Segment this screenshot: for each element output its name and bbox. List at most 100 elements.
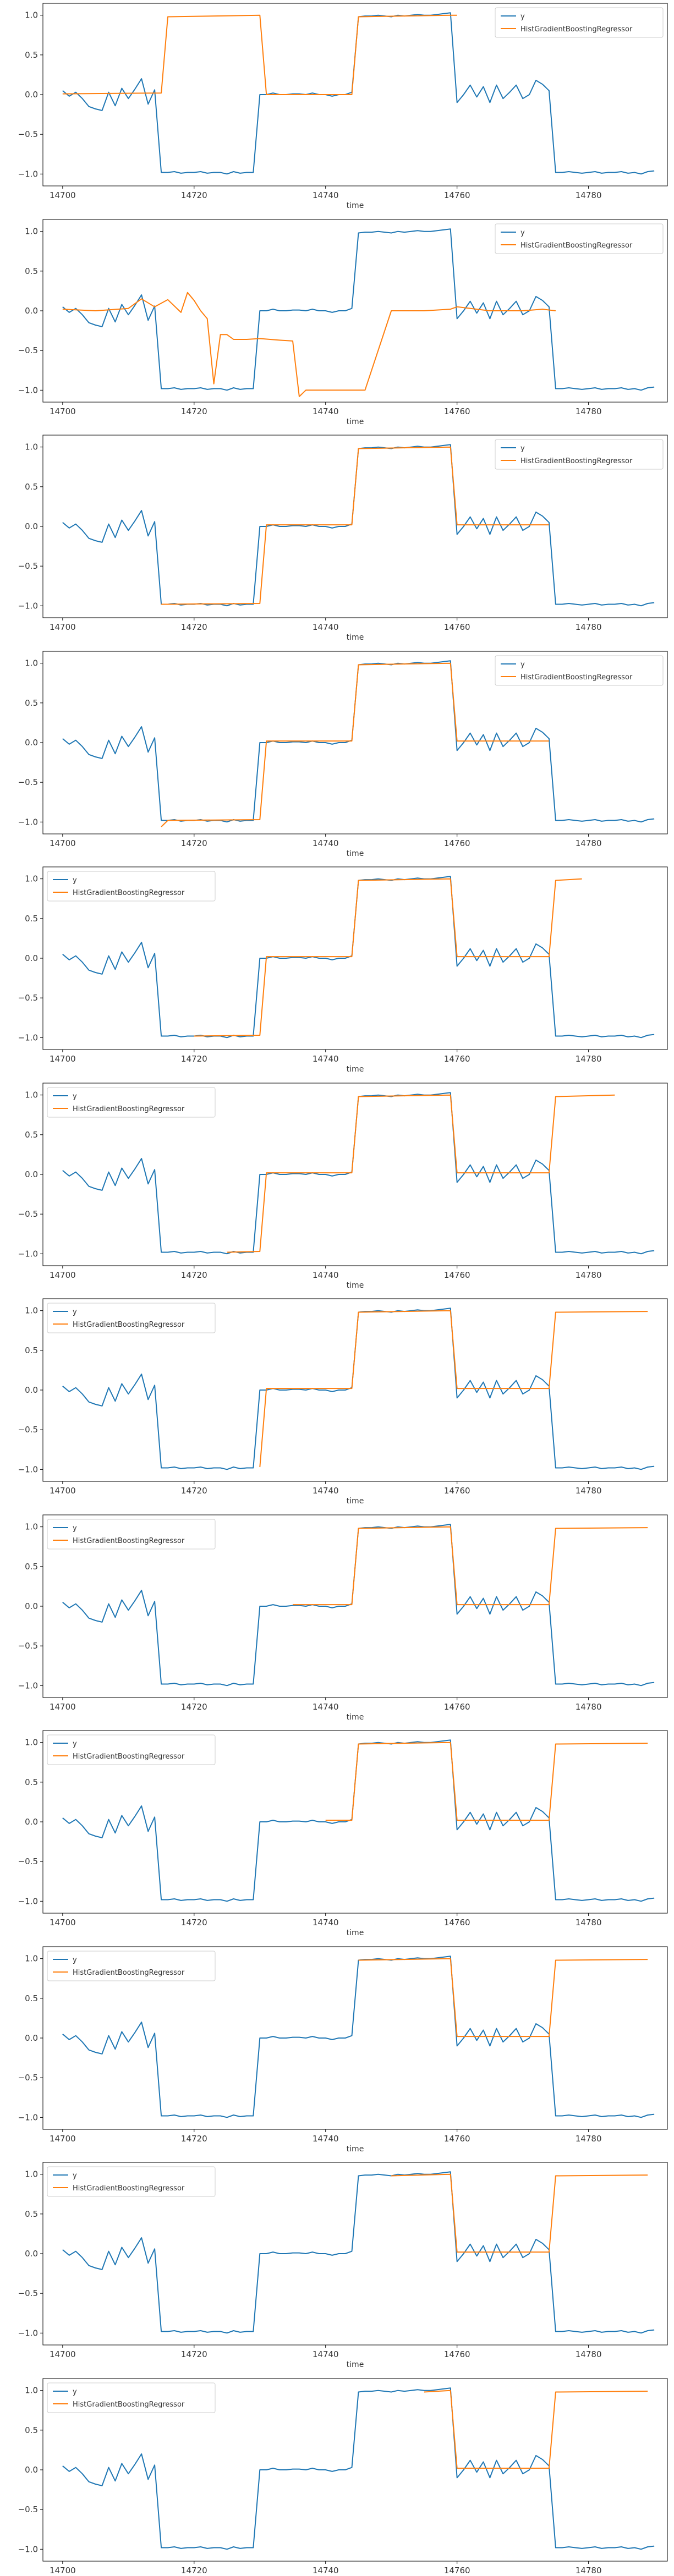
x-axis-label: time [347,1065,364,1074]
x-tick-label: 14740 [313,622,339,632]
y-tick-label: −0.5 [18,345,38,355]
legend-label-prediction: HistGradientBoostingRegressor [520,25,633,34]
series-prediction-line [194,878,582,1037]
legend-box [47,1734,216,1765]
legend-label-prediction: HistGradientBoostingRegressor [73,889,185,897]
y-tick-label: 0.5 [25,1777,38,1787]
legend-box [47,871,216,902]
subplot-10: −1.0 −0.5 0.0 0.5 1.0 14700 14720 14740 14760 147… [18,1946,668,2154]
y-tick-label: −0.5 [18,777,38,787]
y-tick-label: 1.0 [25,1090,38,1100]
legend-label-y: y [73,1308,77,1316]
x-axis-label: time [347,1713,364,1722]
x-tick-label: 14720 [181,1918,207,1927]
legend: y HistGradientBoostingRegressor [47,871,216,902]
x-tick-label: 14780 [576,1054,602,1064]
x-tick-label: 14720 [181,2134,207,2144]
legend: y HistGradientBoostingRegressor [495,7,664,38]
legend-label-prediction: HistGradientBoostingRegressor [73,1753,185,1761]
y-tick-label: 0.0 [25,1169,38,1179]
legend-box [495,655,664,686]
y-tick-label: 0.5 [25,266,38,276]
y-tick-label: −1.0 [18,1896,38,1906]
series-prediction-line [161,446,549,605]
legend: y HistGradientBoostingRegressor [495,223,664,254]
legend-box [495,439,664,470]
y-tick-label: −1.0 [18,817,38,827]
legend: y HistGradientBoostingRegressor [495,655,664,686]
y-tick-label: −0.5 [18,1425,38,1435]
y-tick-label: 1.0 [25,442,38,452]
x-tick-label: 14720 [181,2566,207,2575]
y-tick-label: 0.5 [25,698,38,708]
x-tick-label: 14780 [576,1918,602,1927]
legend: y HistGradientBoostingRegressor [47,1951,216,1981]
x-tick-label: 14780 [576,190,602,200]
legend-label-prediction: HistGradientBoostingRegressor [520,457,633,465]
series-prediction-line [293,1526,648,1606]
legend: y HistGradientBoostingRegressor [47,1303,216,1333]
legend-label-y: y [520,444,525,453]
x-tick-label: 14760 [444,2566,470,2575]
series-prediction-line [391,2173,648,2253]
y-tick-label: 0.0 [25,1817,38,1827]
legend-label-prediction: HistGradientBoostingRegressor [520,241,633,250]
x-axis-label: time [347,201,364,210]
series-prediction-line [424,2390,648,2469]
y-tick-label: 1.0 [25,10,38,20]
y-tick-label: −1.0 [18,2112,38,2122]
subplot-12: −1.0 −0.5 0.0 0.5 1.0 14700 14720 14740 14760 147… [18,2378,668,2575]
series-y-line [62,2387,655,2550]
subplot-4: −1.0 −0.5 0.0 0.5 1.0 14700 14720 14740 14760 147… [18,651,668,858]
y-tick-label: −1.0 [18,2328,38,2338]
x-tick-label: 14720 [181,1702,207,1712]
legend-label-prediction: HistGradientBoostingRegressor [73,2401,185,2409]
legend-box [495,7,664,38]
y-tick-label: 0.0 [25,90,38,100]
x-tick-label: 14740 [313,1054,339,1064]
x-tick-label: 14700 [50,1918,76,1927]
y-tick-label: 0.5 [25,2425,38,2435]
series-prediction-line [358,1958,648,2037]
legend-label-y: y [520,661,525,669]
y-tick-label: −0.5 [18,2073,38,2083]
y-tick-label: 1.0 [25,2169,38,2179]
y-tick-label: −0.5 [18,129,38,139]
legend-box [47,1519,216,1550]
y-tick-label: 0.5 [25,1562,38,1572]
x-tick-label: 14780 [576,2566,602,2575]
y-tick-label: 0.5 [25,914,38,924]
legend-box [47,1303,216,1333]
x-tick-label: 14720 [181,407,207,416]
legend-box [47,1951,216,1981]
y-tick-label: −1.0 [18,1249,38,1259]
x-axis-label: time [347,1281,364,1290]
legend: y HistGradientBoostingRegressor [47,1734,216,1765]
x-tick-label: 14700 [50,1702,76,1712]
y-tick-label: 0.5 [25,1130,38,1140]
legend-label-y: y [73,2388,77,2396]
x-tick-label: 14740 [313,1486,339,1496]
x-tick-label: 14780 [576,1270,602,1280]
y-tick-label: 0.5 [25,2209,38,2219]
y-tick-label: −1.0 [18,169,38,179]
legend-label-y: y [73,1524,77,1533]
y-tick-label: 0.0 [25,2033,38,2043]
y-tick-label: −1.0 [18,601,38,611]
legend-label-y: y [73,1956,77,1964]
y-tick-label: 1.0 [25,1738,38,1748]
subplot-6: −1.0 −0.5 0.0 0.5 1.0 14700 14720 14740 14760 147… [18,1083,668,1290]
legend-label-prediction: HistGradientBoostingRegressor [73,1105,185,1113]
x-axis-label: time [347,1497,364,1506]
y-tick-label: 0.0 [25,2249,38,2259]
x-tick-label: 14700 [50,2134,76,2144]
x-tick-label: 14740 [313,2349,339,2359]
legend-label-prediction: HistGradientBoostingRegressor [73,1321,185,1329]
x-tick-label: 14760 [444,1486,470,1496]
legend-label-prediction: HistGradientBoostingRegressor [73,2184,185,2193]
y-tick-label: 0.0 [25,738,38,748]
x-tick-label: 14760 [444,1918,470,1927]
legend: y HistGradientBoostingRegressor [47,2382,216,2413]
y-tick-label: −1.0 [18,1464,38,1474]
y-tick-label: 1.0 [25,658,38,668]
